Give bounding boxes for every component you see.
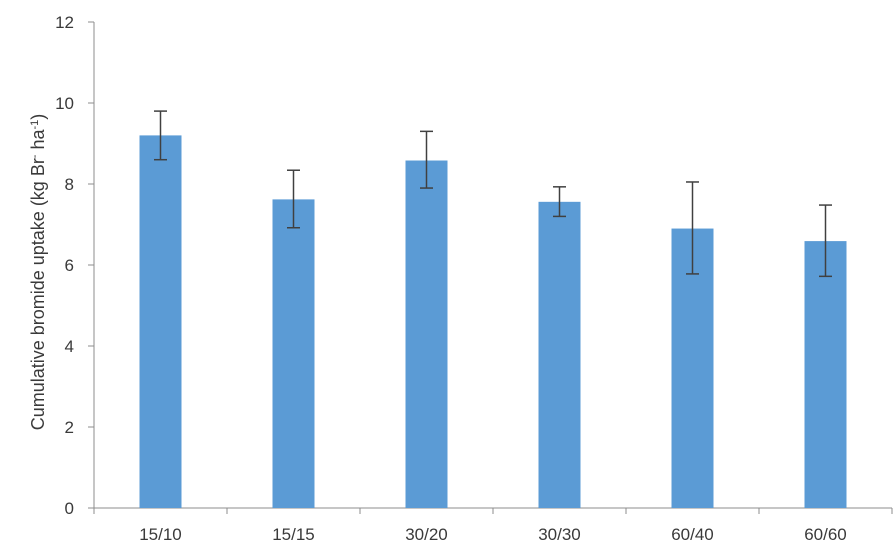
x-tick-label: 60/40 — [671, 525, 714, 544]
bar — [804, 241, 847, 509]
y-tick-label: 4 — [65, 337, 74, 356]
bar — [272, 199, 315, 508]
x-tick-label: 60/60 — [804, 525, 847, 544]
x-tick-label: 30/30 — [538, 525, 581, 544]
y-tick-label: 0 — [65, 499, 74, 518]
y-tick-label: 2 — [65, 418, 74, 437]
y-axis-title: Cumulative bromide uptake (kg Br- ha-1) — [28, 114, 48, 431]
error-bar — [420, 130, 433, 189]
x-tick-label: 15/15 — [272, 525, 315, 544]
bar — [139, 135, 182, 508]
bar — [671, 228, 714, 509]
y-tick-label: 6 — [65, 256, 74, 275]
error-bar — [819, 204, 832, 278]
error-bar — [553, 186, 566, 218]
bars — [139, 135, 847, 509]
y-axis: 0 2 4 6 8 10 12 — [55, 13, 95, 518]
error-bar — [154, 110, 167, 161]
x-tick-label: 15/10 — [139, 525, 182, 544]
x-tick-label: 30/20 — [405, 525, 448, 544]
error-bar — [686, 181, 699, 275]
y-tick-label: 12 — [55, 13, 74, 32]
error-bar — [287, 169, 300, 229]
bar — [405, 160, 448, 508]
x-axis: 15/10 15/15 30/20 30/30 60/40 60/60 — [93, 507, 893, 544]
y-tick-label: 8 — [65, 175, 74, 194]
error-bars — [154, 110, 832, 278]
bar — [538, 201, 581, 508]
y-tick-label: 10 — [55, 94, 74, 113]
